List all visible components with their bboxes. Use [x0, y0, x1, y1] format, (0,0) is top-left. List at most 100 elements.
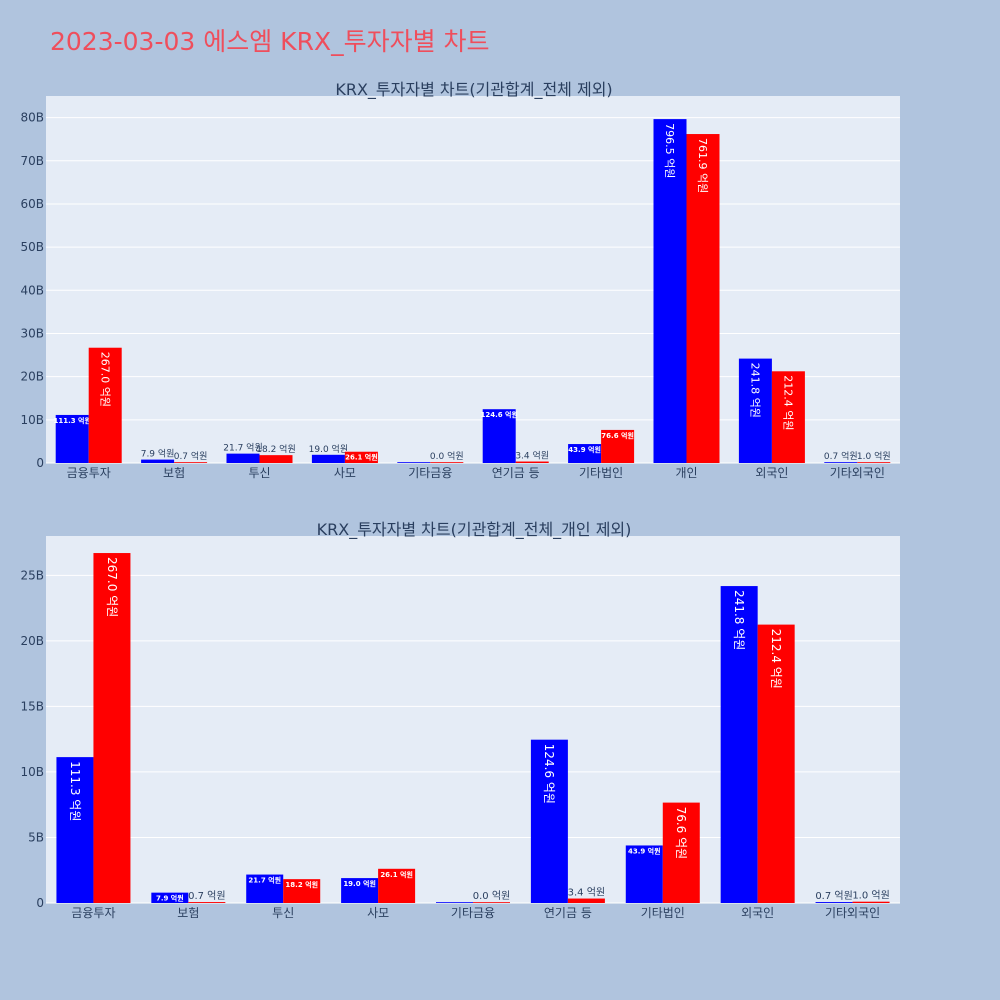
bar-value-label: 43.9 억원	[628, 846, 661, 855]
bar-value-label: 761.9 억원	[696, 138, 709, 193]
x-tick-label: 기타외국인	[830, 466, 885, 480]
bar-value-label: 18.2 억원	[256, 443, 295, 455]
bar	[311, 454, 345, 463]
bar	[397, 462, 431, 463]
y-tick-label: 60B	[20, 197, 44, 211]
bar	[530, 739, 568, 903]
bar-value-label: 796.5 억원	[663, 123, 676, 178]
x-tick-label: 기타법인	[641, 906, 685, 920]
bar	[482, 409, 516, 463]
x-tick-label: 사모	[334, 466, 356, 480]
bar	[738, 358, 772, 463]
bar-value-label: 241.8 억원	[732, 590, 746, 650]
x-tick-label: 보험	[177, 906, 199, 920]
bar	[720, 586, 758, 903]
y-tick-label: 0	[36, 456, 44, 470]
bar	[88, 347, 122, 463]
bar	[653, 119, 687, 463]
x-tick-label: 외국인	[741, 906, 774, 920]
bar	[226, 453, 260, 463]
bar-value-label: 19.0 억원	[309, 443, 348, 455]
bar-value-label: 76.6 억원	[674, 807, 688, 860]
bar-value-label: 18.2 억원	[285, 880, 318, 889]
bar-value-label: 241.8 억원	[749, 363, 762, 418]
bar	[55, 414, 89, 463]
x-tick-label: 연기금 등	[544, 906, 592, 920]
y-tick-label: 20B	[20, 370, 44, 384]
y-tick-label: 50B	[20, 240, 44, 254]
x-tick-label: 외국인	[755, 466, 788, 480]
bar-value-label: 267.0 억원	[105, 557, 119, 617]
bar-value-label: 19.0 억원	[343, 879, 376, 888]
bar-value-label: 111.3 억원	[53, 416, 90, 425]
bar-value-label: 26.1 억원	[380, 870, 413, 879]
bar-value-label: 124.6 억원	[480, 410, 517, 419]
bar	[93, 553, 131, 903]
y-tick-label: 70B	[20, 154, 44, 168]
bar-value-label: 267.0 억원	[98, 352, 111, 407]
bar-value-label: 0.7 억원	[188, 890, 225, 902]
bar	[568, 444, 602, 463]
bar	[246, 874, 284, 903]
bar	[662, 802, 700, 903]
y-tick-label: 5B	[28, 830, 44, 844]
bar-value-label: 212.4 억원	[769, 629, 783, 689]
bar	[852, 901, 890, 903]
bar	[344, 451, 378, 463]
y-tick-label: 10B	[20, 413, 44, 427]
bar-value-label: 0.0 억원	[473, 890, 510, 902]
bar	[473, 902, 510, 903]
bar-value-label: 43.9 억원	[568, 445, 601, 454]
x-tick-label: 기타외국인	[825, 906, 880, 920]
bar	[625, 845, 663, 903]
x-tick-label: 사모	[367, 906, 389, 920]
x-tick-label: 기타금융	[408, 466, 452, 480]
x-tick-label: 금융투자	[67, 466, 111, 480]
bar-value-label: 3.4 억원	[568, 887, 605, 899]
bar	[174, 462, 208, 463]
chart-title: KRX_투자자별 차트(기관합계_전체_개인 제외)	[317, 520, 632, 540]
bar-value-label: 0.7 억원	[174, 450, 208, 462]
y-tick-label: 10B	[20, 765, 44, 779]
bar	[188, 902, 226, 903]
x-tick-label: 기타금융	[451, 906, 495, 920]
y-tick-label: 30B	[20, 326, 44, 340]
y-tick-label: 25B	[20, 568, 44, 582]
bar	[378, 868, 416, 903]
bar-value-label: 111.3 억원	[68, 761, 82, 821]
chart-bottom: 0 5B 10B 15B 20B 25B KRX_투자자별 차트(기관합계_전체_개인 제외…	[20, 520, 900, 920]
bar-value-label: 3.4 억원	[515, 450, 549, 462]
bar-value-label: 21.7 억원	[248, 876, 281, 885]
bar	[601, 429, 635, 463]
bar	[824, 462, 858, 463]
bar-value-label: 1.0 억원	[852, 890, 889, 902]
bar	[283, 879, 321, 903]
page-title: 2023-03-03 에스엠 KRX_투자자별 차트	[50, 27, 490, 56]
bar	[56, 757, 94, 903]
bar	[430, 462, 464, 463]
bar-value-label: 0.0 억원	[430, 450, 464, 462]
chart-top: 0 10B 20B 30B 40B 50B 60B 70B 80B KRX_투자자별 차트(기관합…	[20, 80, 900, 480]
bar	[259, 455, 293, 463]
bar	[857, 462, 891, 463]
bar	[686, 134, 720, 464]
bar-value-label: 124.6 억원	[542, 744, 556, 804]
x-tick-label: 연기금 등	[492, 466, 540, 480]
x-tick-label: 기타법인	[579, 466, 623, 480]
bar-value-label: 21.7 억원	[223, 442, 262, 454]
bar	[151, 892, 189, 903]
bar-value-label: 212.4 억원	[782, 375, 795, 430]
bar-value-label: 26.1 억원	[345, 453, 378, 462]
bar	[341, 878, 379, 903]
x-tick-label: 금융투자	[71, 906, 115, 920]
bar	[436, 902, 473, 903]
bar	[757, 624, 795, 903]
x-tick-label: 투신	[248, 466, 270, 480]
y-tick-label: 15B	[20, 699, 44, 713]
bar-value-label: 1.0 억원	[857, 450, 891, 462]
bar-value-label: 7.9 억원	[156, 894, 184, 903]
bar	[815, 902, 853, 903]
y-tick-label: 20B	[20, 634, 44, 648]
bar-value-label: 76.6 억원	[601, 431, 634, 440]
bar	[141, 459, 175, 463]
